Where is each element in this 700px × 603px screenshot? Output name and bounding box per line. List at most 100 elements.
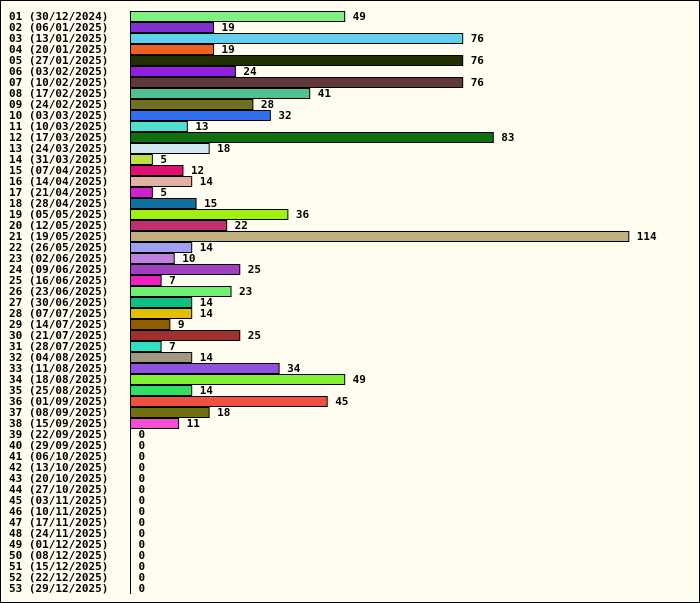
value-label: 7 xyxy=(169,340,176,353)
bar xyxy=(130,363,280,374)
value-label: 11 xyxy=(187,417,201,430)
category-label: 36 (01/09/2025) xyxy=(9,395,108,408)
bar xyxy=(130,341,162,352)
bar xyxy=(130,176,193,187)
value-label: 25 xyxy=(248,329,261,342)
value-label: 0 xyxy=(139,527,146,540)
value-label: 41 xyxy=(318,87,332,100)
bar xyxy=(130,352,193,363)
bars xyxy=(130,11,630,429)
value-label: 25 xyxy=(248,263,261,276)
category-label: 47 (17/11/2025) xyxy=(9,516,108,529)
category-label: 06 (03/02/2025) xyxy=(9,65,108,78)
category-label: 39 (22/09/2025) xyxy=(9,428,108,441)
value-label: 0 xyxy=(139,505,146,518)
category-label: 38 (15/09/2025) xyxy=(9,417,108,430)
category-label: 49 (01/12/2025) xyxy=(9,538,108,551)
value-label: 10 xyxy=(182,252,195,265)
category-label: 08 (17/02/2025) xyxy=(9,87,108,100)
bar xyxy=(130,66,236,77)
category-label: 03 (13/01/2025) xyxy=(9,32,108,45)
value-label: 22 xyxy=(235,219,248,232)
bar xyxy=(130,319,171,330)
bar xyxy=(130,165,184,176)
category-label: 40 (29/09/2025) xyxy=(9,439,108,452)
value-label: 49 xyxy=(353,373,366,386)
value-label: 0 xyxy=(139,483,146,496)
value-label: 0 xyxy=(139,439,146,452)
value-label: 7 xyxy=(169,274,176,287)
bar xyxy=(130,33,464,44)
bar xyxy=(130,396,328,407)
value-label: 19 xyxy=(222,43,235,56)
bar xyxy=(130,143,210,154)
value-labels: 4919761976247641283213831851214515362211… xyxy=(139,10,658,595)
bar xyxy=(130,121,188,132)
bar xyxy=(130,264,241,275)
category-label: 12 (17/03/2025) xyxy=(9,131,108,144)
value-label: 34 xyxy=(287,362,301,375)
category-label: 29 (14/07/2025) xyxy=(9,318,108,331)
bar xyxy=(130,110,271,121)
category-label: 18 (28/04/2025) xyxy=(9,197,108,210)
category-label: 02 (06/01/2025) xyxy=(9,21,108,34)
category-label: 22 (26/05/2025) xyxy=(9,241,108,254)
category-label: 13 (24/03/2025) xyxy=(9,142,108,155)
category-label: 32 (04/08/2025) xyxy=(9,351,108,364)
bar xyxy=(130,330,241,341)
value-label: 36 xyxy=(296,208,310,221)
category-label: 15 (07/04/2025) xyxy=(9,164,108,177)
category-label: 33 (11/08/2025) xyxy=(9,362,108,375)
value-label: 5 xyxy=(160,186,167,199)
category-label: 17 (21/04/2025) xyxy=(9,186,108,199)
bar xyxy=(130,22,215,33)
value-label: 0 xyxy=(139,538,146,551)
value-label: 76 xyxy=(471,54,485,67)
category-label: 27 (30/06/2025) xyxy=(9,296,108,309)
bar xyxy=(130,77,464,88)
bar xyxy=(130,198,197,209)
bar xyxy=(130,418,180,429)
bar xyxy=(130,220,228,231)
category-label: 48 (24/11/2025) xyxy=(9,527,108,540)
value-label: 32 xyxy=(278,109,291,122)
value-label: 9 xyxy=(178,318,185,331)
category-label: 25 (16/06/2025) xyxy=(9,274,108,287)
category-label: 50 (08/12/2025) xyxy=(9,549,108,562)
category-label: 51 (15/12/2025) xyxy=(9,560,108,573)
bar xyxy=(130,407,210,418)
category-label: 04 (20/01/2025) xyxy=(9,43,108,56)
category-label: 31 (28/07/2025) xyxy=(9,340,108,353)
category-label: 16 (14/04/2025) xyxy=(9,175,108,188)
value-label: 49 xyxy=(353,10,366,23)
value-label: 83 xyxy=(501,131,514,144)
value-label: 76 xyxy=(471,32,485,45)
value-label: 12 xyxy=(191,164,204,177)
category-label: 24 (09/06/2025) xyxy=(9,263,108,276)
category-label: 43 (20/10/2025) xyxy=(9,472,108,485)
category-label: 21 (19/05/2025) xyxy=(9,230,108,243)
value-label: 14 xyxy=(200,351,214,364)
value-label: 24 xyxy=(243,65,257,78)
value-label: 0 xyxy=(139,494,146,507)
category-label: 46 (10/11/2025) xyxy=(9,505,108,518)
category-label: 35 (25/08/2025) xyxy=(9,384,108,397)
category-label: 42 (13/10/2025) xyxy=(9,461,108,474)
value-label: 14 xyxy=(200,307,214,320)
category-label: 14 (31/03/2025) xyxy=(9,153,108,166)
value-label: 18 xyxy=(217,142,230,155)
value-label: 0 xyxy=(139,461,146,474)
bar xyxy=(130,55,464,66)
category-label: 05 (27/01/2025) xyxy=(9,54,108,67)
bar xyxy=(130,275,162,286)
category-label: 34 (18/08/2025) xyxy=(9,373,108,386)
bar xyxy=(130,385,193,396)
value-label: 14 xyxy=(200,175,214,188)
category-label: 37 (08/09/2025) xyxy=(9,406,108,419)
bar xyxy=(130,297,193,308)
value-label: 18 xyxy=(217,406,230,419)
category-label: 52 (22/12/2025) xyxy=(9,571,108,584)
bar xyxy=(130,231,630,242)
bar xyxy=(130,44,215,55)
